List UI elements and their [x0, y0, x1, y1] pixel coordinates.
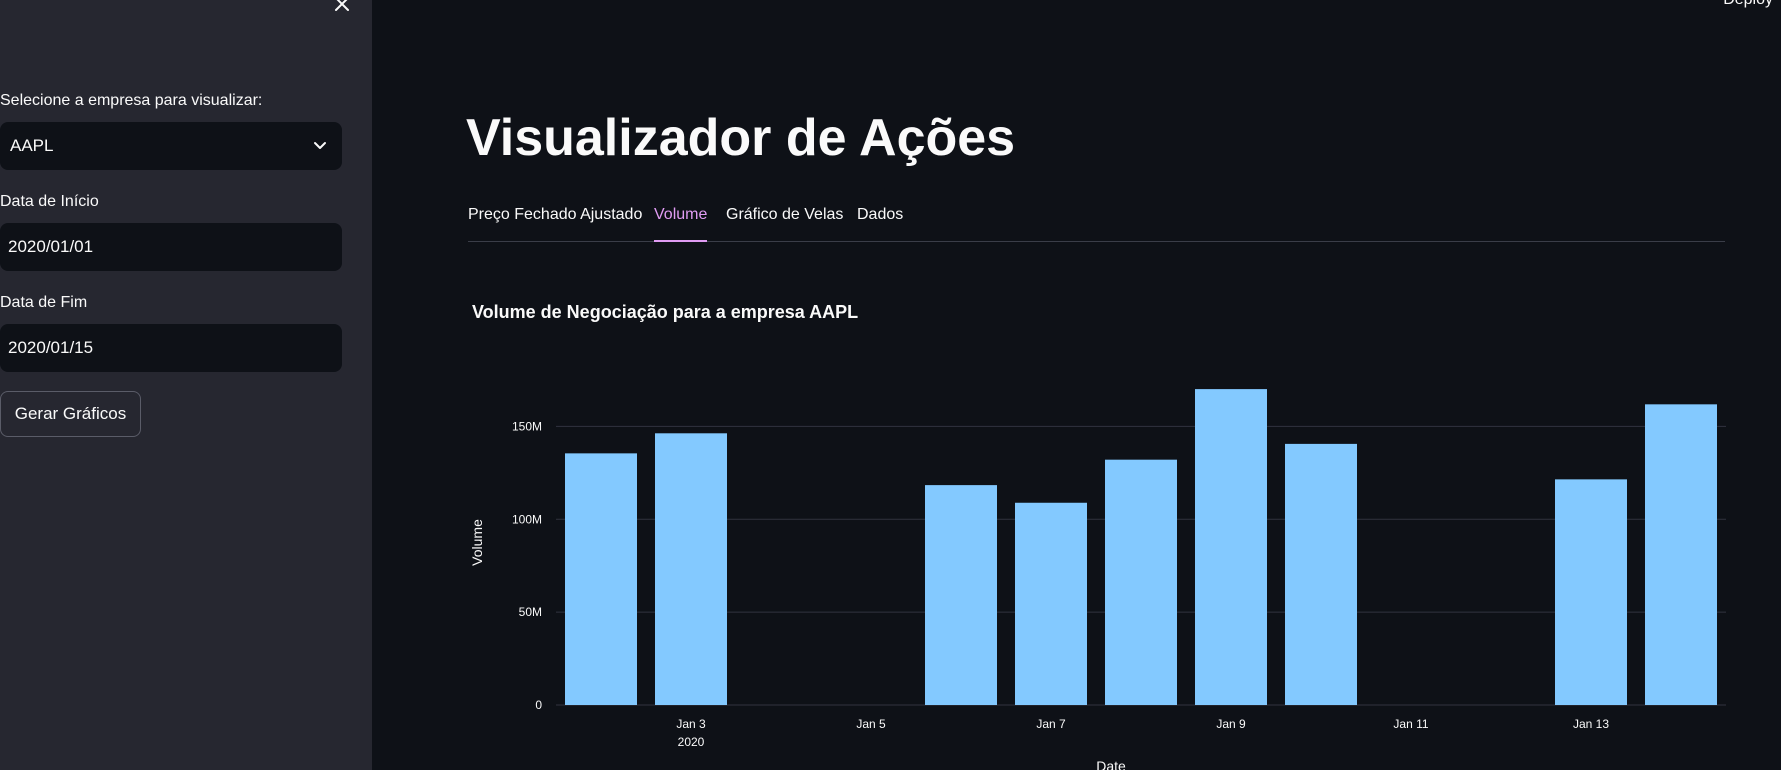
- company-select-label: Selecione a empresa para visualizar:: [0, 92, 263, 109]
- x-tick-label: Jan 7: [1036, 717, 1066, 731]
- page-title: Visualizador de Ações: [466, 109, 1016, 167]
- x-tick-label: Jan 9: [1216, 717, 1246, 731]
- tab-bar: Preço Fechado Ajustado Volume Gráfico de…: [468, 198, 1725, 242]
- tab-volume[interactable]: Volume: [654, 206, 708, 242]
- y-tick-label: 0: [535, 698, 542, 712]
- close-icon: [335, 0, 349, 11]
- chevron-down-icon: [314, 142, 326, 149]
- deploy-button[interactable]: Deploy: [1723, 0, 1773, 9]
- x-tick-label: Jan 11: [1393, 717, 1428, 731]
- y-axis-title: Volume: [469, 519, 485, 566]
- start-date-label: Data de Início: [0, 193, 99, 210]
- volume-bar: [1195, 389, 1267, 705]
- tab-data[interactable]: Dados: [857, 206, 904, 223]
- x-tick-label: Jan 3: [676, 717, 706, 731]
- sidebar: Selecione a empresa para visualizar: AAP…: [0, 0, 372, 770]
- x-axis-title: Date: [1096, 758, 1126, 770]
- end-date-input[interactable]: [0, 324, 342, 372]
- generate-charts-button[interactable]: Gerar Gráficos: [0, 391, 141, 437]
- volume-bar: [655, 433, 727, 705]
- end-date-label: Data de Fim: [0, 294, 88, 311]
- x-tick-label: Jan 5: [856, 717, 886, 731]
- volume-bar-chart: 0 50M 100M 150M Jan 3 2020 Jan 5 Jan 7 Jan 9 Jan …: [469, 389, 1726, 770]
- tab-candlestick[interactable]: Gráfico de Velas: [726, 206, 844, 223]
- x-tick-label: Jan 13: [1573, 717, 1609, 731]
- y-tick-label: 150M: [512, 419, 542, 433]
- y-tick-label: 50M: [519, 605, 542, 619]
- volume-bar: [565, 453, 637, 705]
- volume-bar: [1555, 479, 1627, 705]
- volume-bar: [925, 485, 997, 705]
- volume-bar: [1105, 459, 1177, 705]
- x-tick-sublabel: 2020: [678, 735, 705, 749]
- tab-adjusted-close[interactable]: Preço Fechado Ajustado: [468, 206, 643, 223]
- company-select[interactable]: AAPL: [0, 122, 342, 170]
- chart-title: Volume de Negociação para a empresa AAPL: [472, 302, 859, 322]
- chart-axes: 0 50M 100M 150M Jan 3 2020 Jan 5 Jan 7 Jan 9 Jan …: [469, 419, 1609, 770]
- start-date-input[interactable]: [0, 223, 342, 271]
- volume-bar: [1285, 443, 1357, 705]
- close-sidebar-button[interactable]: [330, 0, 354, 16]
- volume-bar: [1015, 502, 1087, 705]
- chart-bars: [565, 389, 1717, 705]
- company-select-value: AAPL: [10, 136, 54, 155]
- y-tick-label: 100M: [512, 512, 542, 526]
- volume-bar: [1645, 404, 1717, 705]
